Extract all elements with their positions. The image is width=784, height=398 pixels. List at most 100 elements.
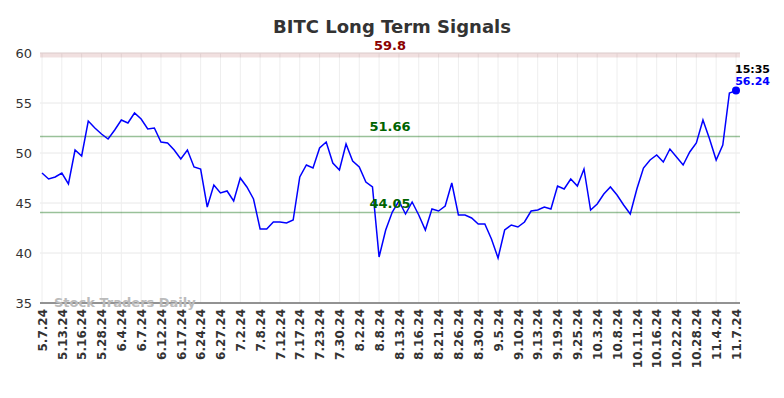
- grid-line: [180, 53, 181, 303]
- grid-line: [220, 53, 221, 303]
- x-tick-label: 5.13.24: [56, 309, 70, 360]
- grid-line: [656, 53, 657, 303]
- grid-line: [200, 53, 201, 303]
- y-tick-label: 50: [15, 146, 32, 161]
- x-tick-label: 7.23.24: [313, 309, 327, 360]
- x-tick: 5.28.24: [95, 303, 109, 360]
- x-tick-label: 10.28.24: [690, 309, 704, 368]
- y-tick-label: 55: [15, 96, 32, 111]
- x-tick: 10.16.24: [650, 303, 664, 368]
- plot-area: [42, 87, 740, 258]
- reference-label: 44.05: [369, 196, 410, 211]
- grid-line: [577, 53, 578, 303]
- grid-line: [517, 53, 518, 303]
- x-tick-label: 6.4.24: [115, 309, 129, 352]
- x-tick: 7.12.24: [274, 303, 288, 360]
- x-tick: 10.28.24: [690, 303, 704, 368]
- x-tick: 6.12.24: [155, 303, 169, 360]
- y-tick: 40: [15, 246, 40, 261]
- reference-lines: [40, 55, 740, 213]
- x-tick-label: 8.30.24: [472, 309, 486, 360]
- x-tick: 8.26.24: [452, 303, 466, 360]
- y-tick-label: 35: [15, 296, 32, 311]
- x-tick: 5.16.24: [75, 303, 89, 360]
- grid-line: [40, 253, 740, 254]
- x-tick: 10.3.24: [591, 303, 605, 360]
- grid-line: [537, 53, 538, 303]
- x-tick: 6.4.24: [115, 303, 129, 352]
- x-tick-label: 6.24.24: [194, 309, 208, 360]
- grid-line: [557, 53, 558, 303]
- x-tick-label: 8.16.24: [412, 309, 426, 360]
- grid-line: [636, 53, 637, 303]
- x-tick-label: 10.16.24: [650, 309, 664, 368]
- x-tick: 6.24.24: [194, 303, 208, 360]
- grid: [40, 53, 740, 303]
- grid-line: [676, 53, 677, 303]
- grid-line: [458, 53, 459, 303]
- grid-line: [438, 53, 439, 303]
- x-tick: 5.7.24: [36, 303, 50, 352]
- x-tick: 9.25.24: [571, 303, 585, 360]
- x-tick: 11.7.24: [730, 303, 744, 360]
- x-axis: 5.7.24 5.13.24 5.16.24 5.28.24 6.4.24 6.7.24 6…: [36, 303, 744, 368]
- watermark: Stock Traders Daily: [54, 295, 196, 310]
- chart: BITC Long Term Signals 35 40 45 50 55 60 5.7.24…: [0, 0, 784, 398]
- x-tick: 10.11.24: [631, 303, 645, 368]
- grid-line: [716, 53, 717, 303]
- grid-line: [279, 53, 280, 303]
- x-tick-label: 9.10.24: [512, 309, 526, 360]
- x-tick-label: 5.7.24: [36, 309, 50, 352]
- x-tick: 9.5.24: [492, 303, 506, 352]
- reference-line: [40, 136, 740, 138]
- title: BITC Long Term Signals: [273, 16, 511, 37]
- grid-line: [40, 103, 740, 104]
- x-tick-label: 10.8.24: [611, 309, 625, 360]
- x-tick-label: 7.2.24: [234, 309, 248, 352]
- grid-line: [81, 53, 82, 303]
- x-tick-label: 6.12.24: [155, 309, 169, 360]
- grid-line: [498, 53, 499, 303]
- x-tick-label: 7.8.24: [254, 309, 268, 352]
- x-tick: 9.10.24: [512, 303, 526, 360]
- grid-line: [260, 53, 261, 303]
- x-tick: 10.22.24: [670, 303, 684, 368]
- x-tick: 10.8.24: [611, 303, 625, 360]
- grid-line: [160, 53, 161, 303]
- reference-line: [40, 53, 740, 58]
- x-tick-label: 7.17.24: [293, 309, 307, 360]
- y-tick: 45: [15, 196, 40, 211]
- y-axis: 35 40 45 50 55 60: [15, 46, 40, 311]
- x-tick: 8.8.24: [373, 303, 387, 352]
- grid-line: [418, 53, 419, 303]
- grid-line: [617, 53, 618, 303]
- x-tick-label: 8.13.24: [393, 309, 407, 360]
- x-tick-label: 10.11.24: [631, 309, 645, 368]
- x-tick: 7.2.24: [234, 303, 248, 352]
- x-tick: 6.27.24: [214, 303, 228, 360]
- x-tick-label: 7.12.24: [274, 309, 288, 360]
- grid-line: [379, 53, 380, 303]
- y-axis-line: [40, 54, 41, 304]
- x-tick: 8.30.24: [472, 303, 486, 360]
- x-tick-label: 6.27.24: [214, 309, 228, 360]
- x-tick-label: 9.19.24: [551, 309, 565, 360]
- y-tick-label: 45: [15, 196, 32, 211]
- x-tick: 7.30.24: [333, 303, 347, 360]
- x-tick-label: 5.28.24: [95, 309, 109, 360]
- y-tick-label: 60: [15, 46, 32, 61]
- x-tick-label: 6.7.24: [135, 309, 149, 352]
- last-value-label: 56.24: [735, 75, 770, 88]
- y-tick-label: 40: [15, 246, 32, 261]
- x-tick-label: 9.25.24: [571, 309, 585, 360]
- x-tick-label: 9.5.24: [492, 309, 506, 352]
- x-tick-label: 8.8.24: [373, 309, 387, 352]
- x-tick-label: 8.21.24: [432, 309, 446, 360]
- x-tick: 11.4.24: [710, 303, 724, 360]
- reference-line: [40, 212, 740, 214]
- grid-line: [40, 153, 740, 154]
- x-tick: 8.21.24: [432, 303, 446, 360]
- grid-line: [696, 53, 697, 303]
- grid-line: [398, 53, 399, 303]
- grid-line: [319, 53, 320, 303]
